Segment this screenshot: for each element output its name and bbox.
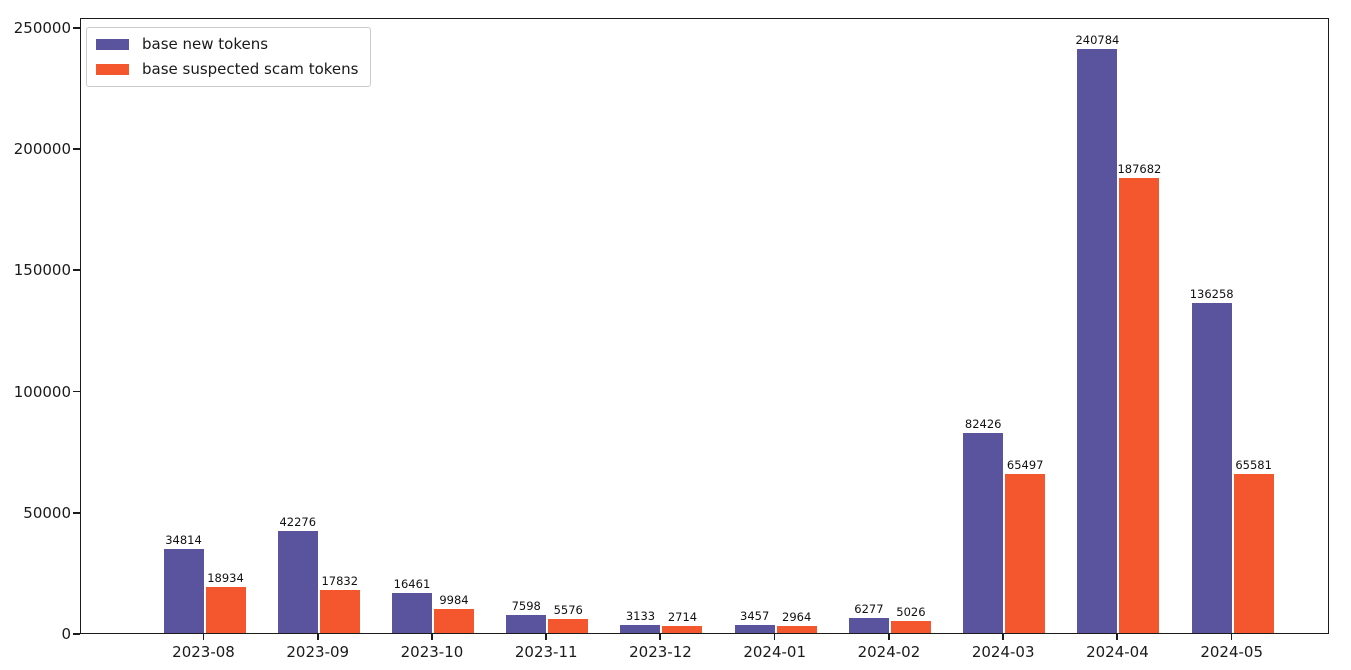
bar-value-label: 7598 <box>511 599 541 613</box>
bar <box>734 625 775 633</box>
bar-value-label: 34814 <box>165 533 202 547</box>
bar <box>1233 474 1274 633</box>
bar <box>319 590 360 633</box>
y-tick-mark <box>73 390 80 393</box>
y-tick-mark <box>73 269 80 272</box>
x-tick-label: 2024-05 <box>1200 643 1263 661</box>
x-tick-label: 2023-09 <box>286 643 350 661</box>
x-tick-mark <box>887 634 890 640</box>
x-tick-mark <box>1002 634 1004 640</box>
legend-label-new-tokens: base new tokens <box>142 35 269 53</box>
bar-value-label: 17832 <box>321 574 359 588</box>
bar-value-label: 65497 <box>1006 458 1044 472</box>
y-tick-mark <box>73 633 80 635</box>
bar <box>548 619 589 633</box>
legend-swatch-new-tokens <box>96 39 129 50</box>
bar-value-label: 136258 <box>1189 287 1234 301</box>
legend: base new tokens base suspected scam toke… <box>86 27 372 87</box>
bar-value-label: 2964 <box>782 610 812 624</box>
x-tick-label: 2024-03 <box>971 643 1035 661</box>
bar <box>776 626 817 633</box>
x-tick-label: 2023-08 <box>172 643 235 661</box>
x-tick-label: 2024-04 <box>1086 643 1149 661</box>
bar <box>963 433 1004 633</box>
y-tick-label: 50000 <box>23 503 71 522</box>
x-tick-mark <box>773 634 776 640</box>
bar <box>848 618 889 633</box>
bar-value-label: 240784 <box>1075 33 1120 47</box>
bar <box>662 626 703 633</box>
bar-value-label: 16461 <box>393 577 431 591</box>
bar <box>205 587 246 633</box>
bar-value-label: 3457 <box>740 609 770 623</box>
y-tick-mark <box>73 148 80 150</box>
bar <box>1077 49 1118 633</box>
x-tick-label: 2024-01 <box>743 643 807 661</box>
bar <box>620 625 661 633</box>
y-tick-mark <box>73 511 80 514</box>
bar-value-label: 82426 <box>964 417 1002 431</box>
x-tick-mark <box>1230 634 1233 640</box>
x-tick-mark <box>545 634 548 640</box>
bar <box>1191 303 1232 633</box>
legend-label-scam-tokens: base suspected scam tokens <box>142 60 359 78</box>
bar <box>163 549 204 633</box>
legend-swatch-scam-tokens <box>96 64 129 75</box>
bar-value-label: 18934 <box>207 571 244 585</box>
y-tick-label: 0 <box>61 625 71 643</box>
x-tick-mark <box>1116 634 1119 640</box>
bar <box>890 621 931 633</box>
bar-value-label: 3133 <box>625 609 656 623</box>
y-tick-label: 200000 <box>13 140 71 159</box>
bar <box>506 615 547 633</box>
x-tick-mark <box>316 634 319 640</box>
plot-area: 34814 18934 42276 17832 16461 9984 7598 5576 313… <box>80 18 1329 634</box>
x-tick-label: 2023-12 <box>629 643 692 661</box>
y-tick-label: 150000 <box>13 261 71 280</box>
bar-value-label: 5026 <box>896 605 926 619</box>
bar <box>1005 474 1046 633</box>
bar-value-label: 6277 <box>854 602 884 616</box>
x-tick-mark <box>202 634 205 640</box>
bar-value-label: 42276 <box>279 515 317 529</box>
bar <box>433 609 474 633</box>
x-tick-mark <box>659 634 662 640</box>
x-tick-label: 2023-11 <box>514 643 578 661</box>
y-tick-mark <box>73 27 80 29</box>
x-tick-label: 2023-10 <box>400 643 464 661</box>
bar-value-label: 5576 <box>553 603 583 617</box>
x-tick-label: 2024-02 <box>857 643 921 661</box>
bar <box>277 531 318 633</box>
bar-value-label: 65581 <box>1235 458 1272 472</box>
bar <box>1119 178 1160 633</box>
legend-entry-new-tokens: base new tokens <box>96 35 358 54</box>
x-tick-mark <box>430 634 433 640</box>
bar <box>391 593 432 633</box>
y-tick-label: 250000 <box>13 19 71 37</box>
y-tick-label: 100000 <box>13 382 71 401</box>
bar-value-label: 187682 <box>1117 162 1162 176</box>
bar-value-label: 2714 <box>667 610 698 624</box>
legend-entry-scam-tokens: base suspected scam tokens <box>96 60 358 79</box>
bar-value-label: 9984 <box>439 593 469 607</box>
